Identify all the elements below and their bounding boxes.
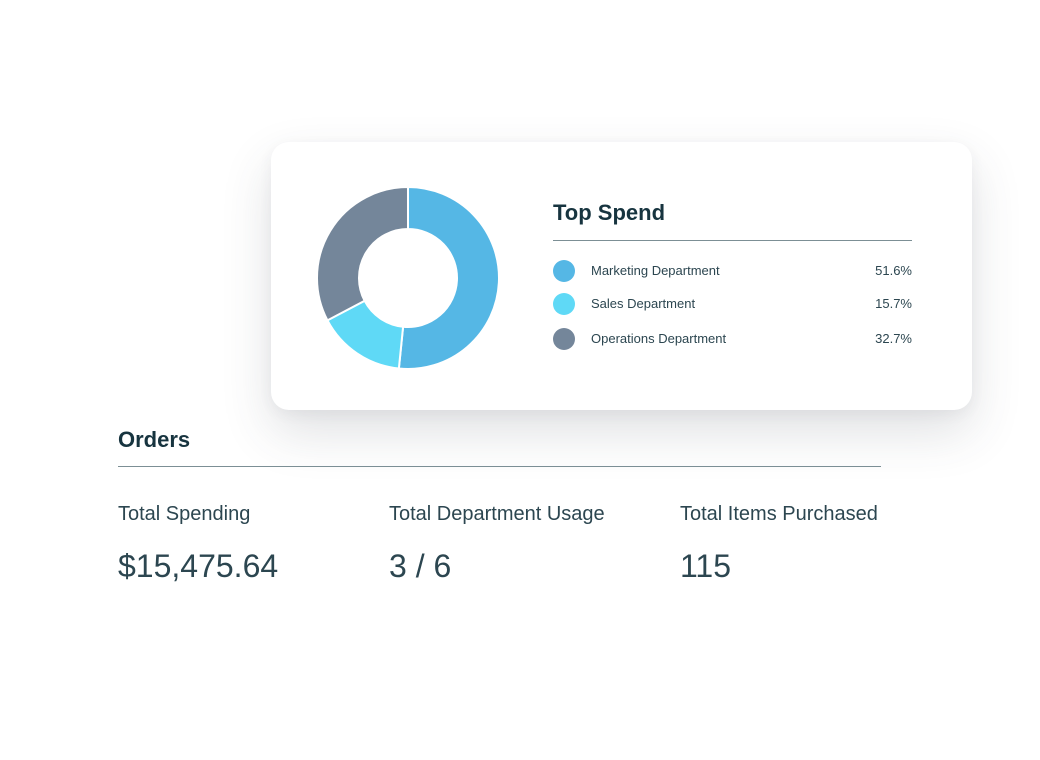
legend-label: Operations Department	[591, 331, 727, 346]
orders-section: Orders Total Spending $15,475.64 Total D…	[118, 425, 881, 584]
chart-legend: Top Spend Marketing Department 51.6% Sal…	[553, 198, 912, 350]
donut-slice-marketing	[397, 186, 500, 370]
donut-slice-operations	[316, 186, 409, 322]
stat-label: Total Department Usage	[389, 503, 605, 525]
stat-label: Total Spending	[118, 503, 251, 525]
legend-value: 15.7%	[875, 296, 912, 311]
stat-department-usage: Total Department Usage 3 / 6	[389, 500, 605, 586]
legend-dot-sales	[553, 293, 575, 315]
donut-chart	[316, 186, 500, 370]
stat-value: 3 / 6	[389, 548, 452, 584]
legend-value: 51.6%	[875, 263, 912, 278]
divider	[118, 466, 881, 467]
stat-value: 115	[680, 548, 732, 584]
orders-title: Orders	[118, 427, 191, 452]
top-spend-card: Top Spend Marketing Department 51.6% Sal…	[271, 142, 972, 410]
top-spend-title: Top Spend	[553, 200, 666, 225]
legend-value: 32.7%	[875, 331, 912, 346]
legend-label: Sales Department	[591, 296, 696, 311]
stat-value: $15,475.64	[118, 548, 279, 584]
divider	[553, 240, 912, 241]
legend-item-marketing: Marketing Department 51.6%	[553, 260, 912, 282]
legend-label: Marketing Department	[591, 263, 720, 278]
legend-item-operations: Operations Department 32.7%	[553, 328, 912, 350]
legend-dot-marketing	[553, 260, 575, 282]
legend-item-sales: Sales Department 15.7%	[553, 293, 912, 315]
stat-total-spending: Total Spending $15,475.64	[118, 500, 278, 586]
legend-dot-operations	[553, 328, 575, 350]
stat-label: Total Items Purchased	[680, 503, 878, 525]
stat-items-purchased: Total Items Purchased 115	[680, 500, 878, 586]
